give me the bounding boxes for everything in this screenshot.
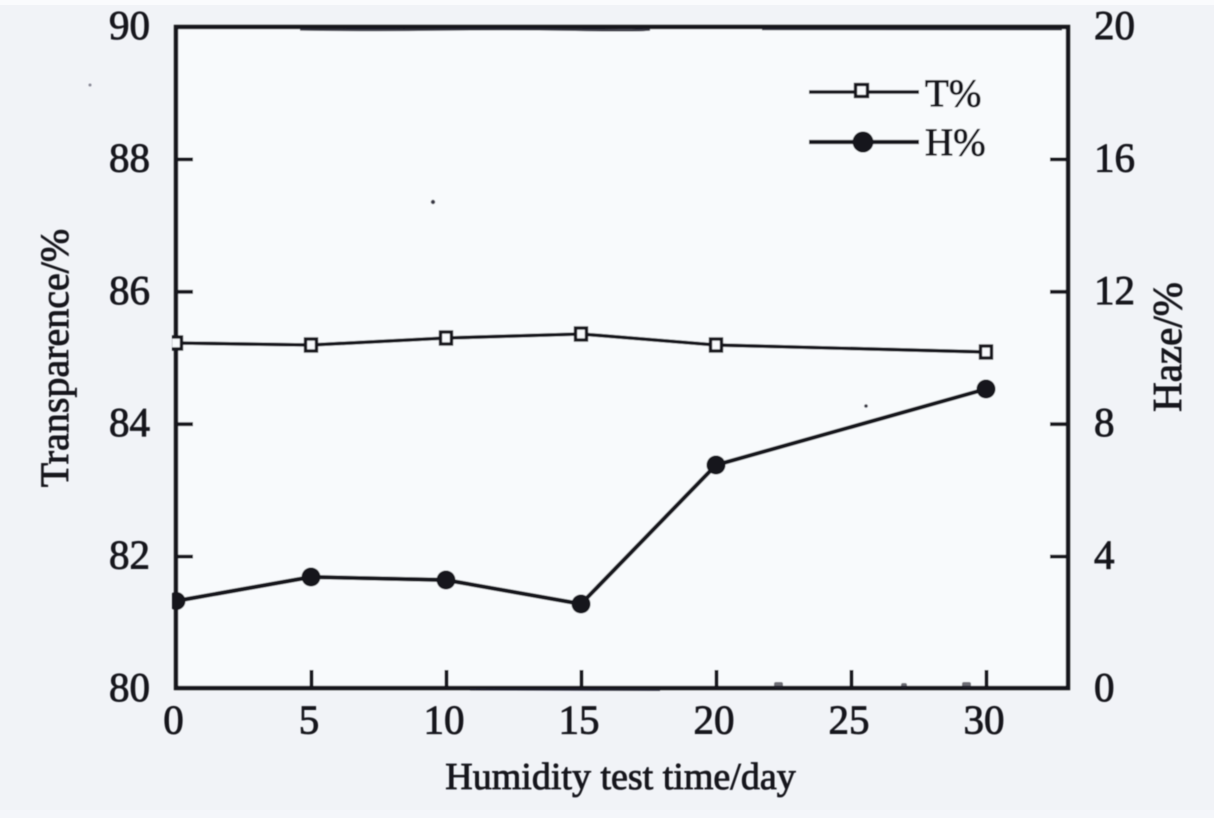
svg-text:25: 25 [829,697,870,743]
svg-text:84: 84 [109,399,150,445]
svg-text:16: 16 [1094,134,1135,180]
svg-text:5: 5 [299,697,320,743]
svg-text:4: 4 [1094,532,1115,578]
svg-text:Haze/%: Haze/% [1144,282,1190,412]
svg-text:20: 20 [1094,2,1135,48]
svg-text:Humidity test time/day: Humidity test time/day [445,756,795,798]
svg-text:8: 8 [1094,399,1115,445]
svg-text:H%: H% [925,121,986,164]
svg-text:0: 0 [1094,664,1115,710]
svg-text:86: 86 [109,267,150,313]
svg-text:0: 0 [163,697,184,743]
svg-text:20: 20 [694,697,735,743]
svg-text:88: 88 [109,134,150,180]
svg-text:T%: T% [925,72,981,115]
svg-text:10: 10 [424,697,465,743]
svg-text:82: 82 [109,532,150,578]
svg-text:30: 30 [964,697,1005,743]
svg-text:80: 80 [109,664,150,710]
svg-text:Transparence/%: Transparence/% [32,229,77,487]
svg-text:90: 90 [109,2,150,48]
svg-text:15: 15 [559,697,600,743]
svg-text:12: 12 [1094,267,1135,313]
